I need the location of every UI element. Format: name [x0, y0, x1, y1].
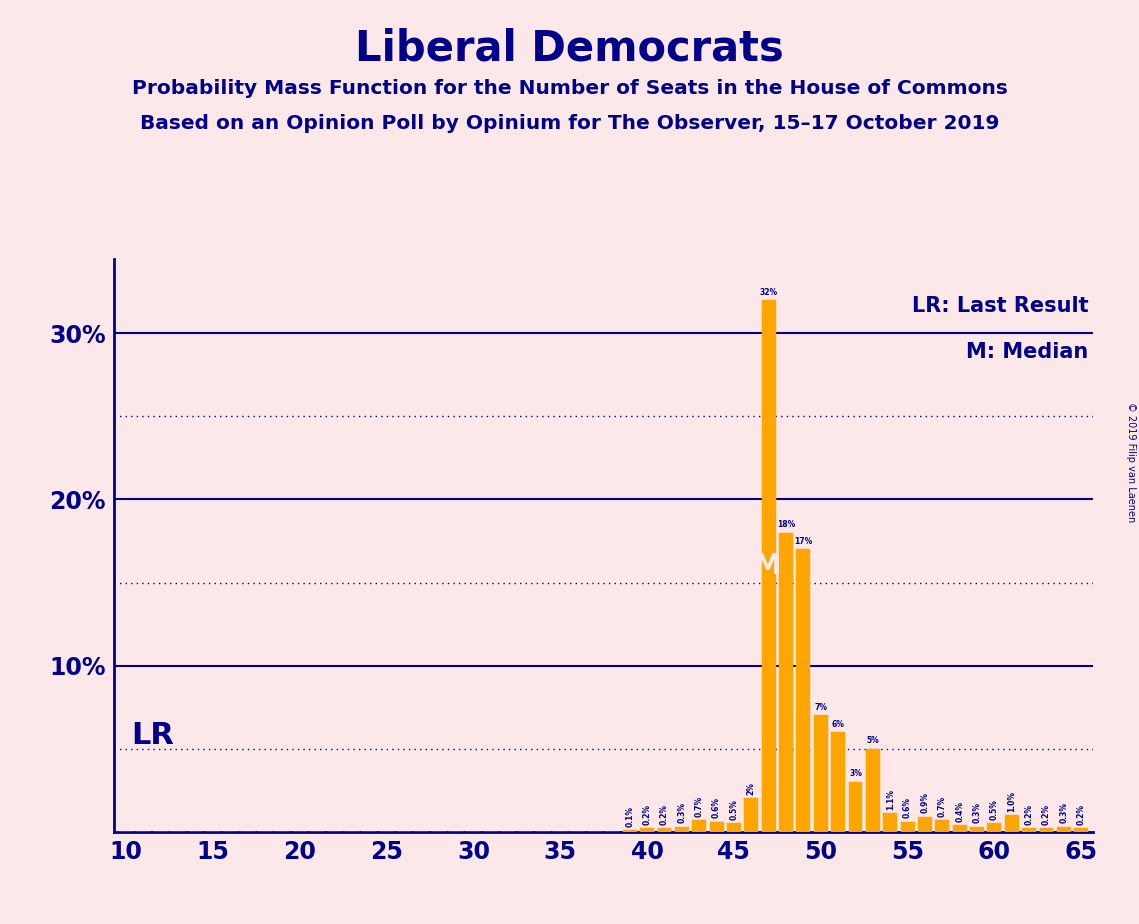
- Text: 0.4%: 0.4%: [956, 800, 965, 821]
- Text: Probability Mass Function for the Number of Seats in the House of Commons: Probability Mass Function for the Number…: [132, 79, 1007, 98]
- Text: 0.2%: 0.2%: [1025, 804, 1034, 825]
- Text: 3%: 3%: [849, 770, 862, 778]
- Bar: [1040, 828, 1054, 832]
- Bar: [935, 820, 949, 832]
- Bar: [883, 813, 898, 832]
- Bar: [1005, 815, 1018, 832]
- Bar: [970, 827, 984, 832]
- Text: 5%: 5%: [867, 736, 879, 746]
- Bar: [1057, 827, 1071, 832]
- Text: M: M: [753, 552, 780, 580]
- Bar: [693, 820, 706, 832]
- Text: M: Median: M: Median: [966, 342, 1089, 362]
- Text: 0.5%: 0.5%: [729, 799, 738, 820]
- Text: 0.7%: 0.7%: [937, 796, 947, 817]
- Bar: [918, 817, 932, 832]
- Text: LR: LR: [131, 721, 174, 749]
- Bar: [796, 549, 810, 832]
- Bar: [988, 823, 1001, 832]
- Text: 6%: 6%: [831, 720, 845, 729]
- Text: 0.3%: 0.3%: [973, 802, 982, 823]
- Bar: [814, 715, 828, 832]
- Bar: [710, 821, 723, 832]
- Bar: [623, 830, 637, 832]
- Bar: [762, 300, 776, 832]
- Text: Based on an Opinion Poll by Opinium for The Observer, 15–17 October 2019: Based on an Opinion Poll by Opinium for …: [140, 114, 999, 133]
- Bar: [657, 828, 671, 832]
- Text: 7%: 7%: [814, 703, 827, 712]
- Bar: [640, 828, 654, 832]
- Bar: [745, 798, 759, 832]
- Text: 0.3%: 0.3%: [678, 802, 687, 823]
- Bar: [866, 748, 879, 832]
- Text: 0.2%: 0.2%: [642, 804, 652, 825]
- Text: 32%: 32%: [760, 288, 778, 297]
- Text: 0.1%: 0.1%: [625, 806, 634, 827]
- Bar: [1022, 828, 1036, 832]
- Text: 0.7%: 0.7%: [695, 796, 704, 817]
- Bar: [952, 825, 967, 832]
- Bar: [849, 782, 862, 832]
- Text: 0.9%: 0.9%: [920, 793, 929, 813]
- Text: 0.6%: 0.6%: [903, 797, 912, 819]
- Bar: [1074, 828, 1088, 832]
- Bar: [901, 821, 915, 832]
- Text: 0.3%: 0.3%: [1059, 802, 1068, 823]
- Text: 0.2%: 0.2%: [1042, 804, 1051, 825]
- Text: 0.2%: 0.2%: [1076, 804, 1085, 825]
- Text: 17%: 17%: [794, 537, 812, 546]
- Text: 0.5%: 0.5%: [990, 799, 999, 820]
- Text: 0.6%: 0.6%: [712, 797, 721, 819]
- Text: LR: Last Result: LR: Last Result: [912, 296, 1089, 316]
- Text: 1.1%: 1.1%: [886, 789, 895, 810]
- Text: © 2019 Filip van Laenen: © 2019 Filip van Laenen: [1126, 402, 1136, 522]
- Text: 1.0%: 1.0%: [1007, 791, 1016, 811]
- Bar: [779, 533, 793, 832]
- Bar: [675, 827, 689, 832]
- Bar: [831, 732, 845, 832]
- Text: 0.2%: 0.2%: [659, 804, 669, 825]
- Bar: [727, 823, 740, 832]
- Text: Liberal Democrats: Liberal Democrats: [355, 28, 784, 69]
- Text: 18%: 18%: [777, 520, 795, 529]
- Text: 2%: 2%: [747, 783, 756, 795]
